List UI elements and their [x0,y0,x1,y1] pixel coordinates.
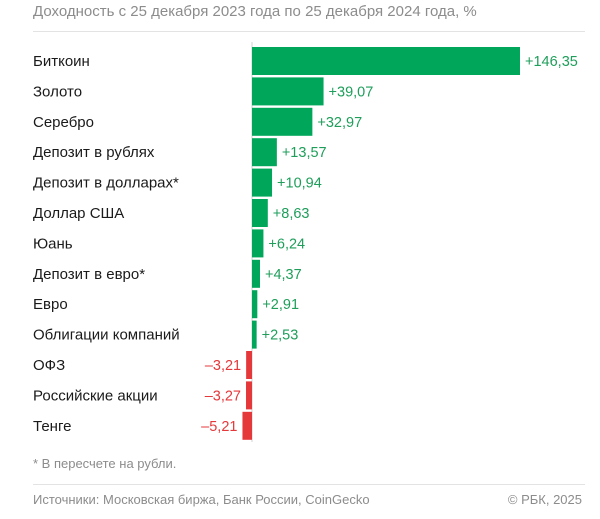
value-label: +6,24 [268,236,305,252]
chart-title: Доходность с 25 декабря 2023 года по 25 … [33,3,477,20]
bar [252,47,520,75]
bar [252,77,324,106]
top-divider [33,31,585,32]
category-label: Облигации компаний [33,327,180,344]
value-label: +8,63 [273,206,310,222]
value-label: +13,57 [282,145,327,161]
bar [246,351,252,379]
category-label: Юань [33,235,73,252]
value-label: +4,37 [265,267,302,283]
bar [252,320,257,349]
value-label: +146,35 [525,54,578,70]
sources: Источники: Московская биржа, Банк России… [33,492,370,507]
bottom-divider [33,484,585,485]
category-label: Биткоин [33,53,90,70]
bar [242,411,252,440]
value-label: +2,53 [262,328,299,344]
category-label: Евро [33,296,68,313]
bar [252,229,264,258]
category-label: Депозит в долларах* [33,175,179,192]
category-label: Золото [33,83,82,100]
category-label: Депозит в евро* [33,266,145,283]
value-label: –3,21 [205,358,241,374]
copyright: © РБК, 2025 [507,492,582,507]
category-label: Доллар США [33,205,124,222]
bar [252,168,273,197]
value-label: +39,07 [329,84,374,100]
bar [252,138,277,167]
category-label: Серебро [33,114,94,131]
value-label: +32,97 [317,115,362,131]
category-label: Тенге [33,418,71,435]
bar [252,107,313,136]
bar [252,290,258,319]
bar [252,259,261,288]
value-label: +2,91 [262,297,299,313]
category-label: Депозит в рублях [33,144,155,161]
bar [246,381,252,410]
bar-chart: Биткоин +146,35 Золото +39,07 Серебро +32,97 Д… [33,42,578,442]
category-label: Российские акции [33,387,158,404]
value-label: +10,94 [277,176,322,192]
category-label: ОФЗ [33,357,65,374]
value-label: –5,21 [201,419,237,435]
footnote: * В пересчете на рубли. [33,456,177,471]
value-label: –3,27 [205,388,241,404]
bar [252,199,268,227]
